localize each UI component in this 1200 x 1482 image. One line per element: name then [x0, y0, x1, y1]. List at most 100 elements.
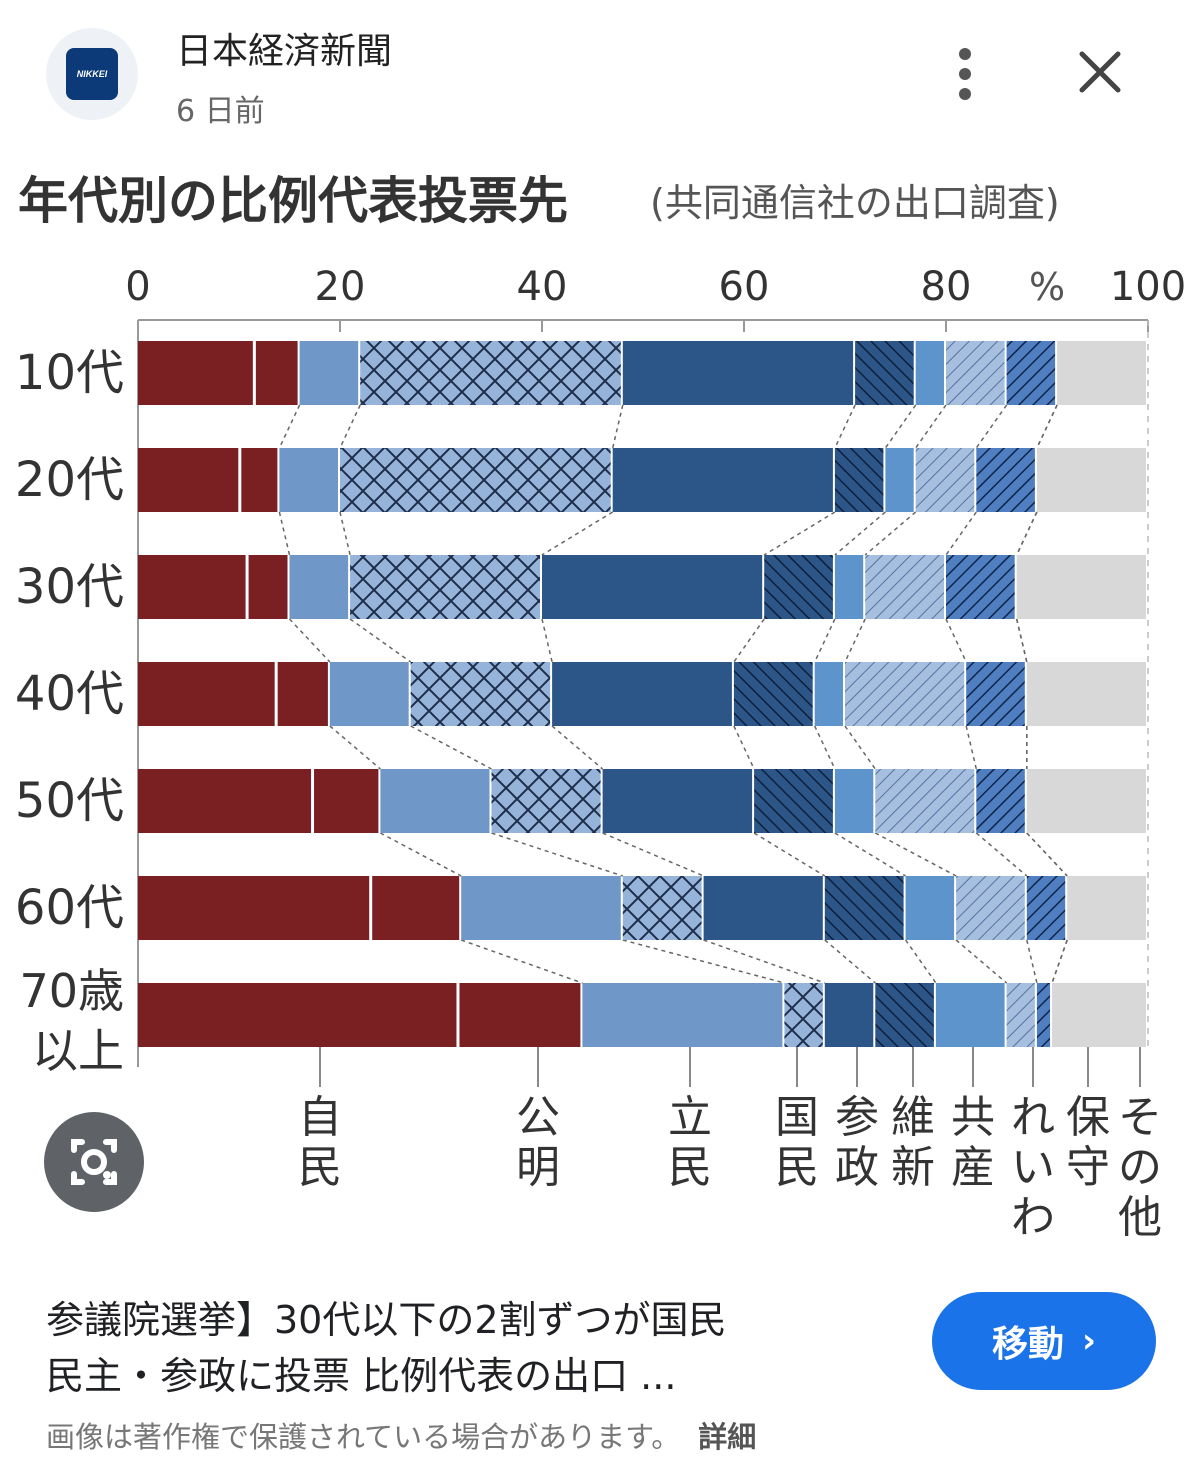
y-label: 70歳 [19, 964, 124, 1018]
connector [824, 939, 876, 984]
y-label: 10代 [15, 345, 124, 401]
party-label: 国 [775, 1092, 819, 1143]
bar-segment-国民 [824, 983, 874, 1047]
x-tick-label: 60 [719, 264, 770, 310]
bar-segment-立民 [410, 662, 551, 726]
party-label: 公 [516, 1092, 560, 1143]
chart-subtitle: (共同通信社の出口調査) [650, 181, 1060, 225]
connector [1015, 618, 1028, 663]
connector [955, 939, 1008, 984]
connector [814, 725, 836, 770]
connector [753, 832, 826, 877]
details-link[interactable]: 詳細 [698, 1420, 757, 1454]
bar-segment-公明 [289, 555, 349, 619]
bar-segment-公明 [329, 662, 409, 726]
bar-segment-その他 [1052, 983, 1146, 1047]
connector [975, 404, 1008, 449]
visit-button[interactable]: 移動 › [932, 1292, 1156, 1390]
connector [733, 618, 765, 663]
party-label: 自 [298, 1092, 342, 1143]
connector [844, 618, 866, 663]
bar-segment-立民 [491, 769, 601, 833]
connector [1026, 939, 1038, 984]
article-title[interactable]: 参議院選挙】30代以下の2割ずつが国民 民主・参政に投票 比例代表の出口 ... [46, 1292, 866, 1404]
connector [622, 939, 785, 984]
y-label: 20代 [15, 452, 124, 508]
party-label: 保 [1066, 1092, 1110, 1143]
bar-segment-れいわ [946, 555, 1015, 619]
party-label: れ [1011, 1092, 1055, 1143]
bar-segment-れいわ [1036, 983, 1051, 1047]
party-label: そ [1118, 1092, 1162, 1143]
connector [602, 832, 704, 877]
bar-segment-立民 [784, 983, 823, 1047]
bar-segment-立民 [360, 341, 621, 405]
bar-segment-公明 [380, 769, 490, 833]
connector [763, 511, 836, 556]
y-label: 40代 [15, 666, 124, 722]
connector [814, 618, 836, 663]
publisher-avatar[interactable]: NIKKEI [46, 28, 138, 120]
bar-segment-自民 [138, 983, 581, 1047]
connector [1026, 832, 1068, 877]
chart-image[interactable]: 年代別の比例代表投票先 (共同通信社の出口調査) 0 20 40 60 80 100% 1… [0, 150, 1200, 1260]
party-label: 明 [516, 1142, 560, 1193]
bar-segment-れいわ [1026, 876, 1066, 940]
bar-segment-れいわ [966, 662, 1025, 726]
bar-segment-その他 [1057, 341, 1146, 405]
connector [1036, 404, 1058, 449]
connector [1051, 939, 1068, 984]
connector [339, 511, 351, 556]
bar-segment-共産 [845, 662, 965, 726]
bar-segment-公明 [582, 983, 783, 1047]
connector [278, 404, 301, 449]
connector [288, 618, 331, 663]
bar-segment-国民 [703, 876, 823, 940]
bar-segment-その他 [1067, 876, 1146, 940]
bar-segment-れいわ [976, 448, 1035, 512]
party-label: 参 [835, 1092, 879, 1143]
connector [541, 511, 614, 556]
connector [703, 939, 826, 984]
chevron-right-icon: › [1082, 1321, 1097, 1361]
close-icon[interactable] [1074, 46, 1126, 98]
result-header: NIKKEI 日本経済新聞 6 日前 [0, 0, 1200, 150]
connector [834, 511, 886, 556]
bar-segment-参政 [764, 555, 833, 619]
bar-segment-国民 [602, 769, 753, 833]
source-name[interactable]: 日本経済新聞 [176, 31, 393, 72]
bar-segment-共産 [946, 341, 1005, 405]
connector [1051, 939, 1068, 984]
bar-segment-自民 [138, 555, 288, 619]
stacked-bar-chart: 年代別の比例代表投票先 (共同通信社の出口調査) 0 20 40 60 80 100% 1… [15, 172, 1186, 1243]
y-label: 以上 [32, 1024, 124, 1078]
bar-segment-立民 [622, 876, 702, 940]
connector [733, 725, 755, 770]
result-footer: 参議院選挙】30代以下の2割ずつが国民 民主・参政に投票 比例代表の出口 ...… [0, 1258, 1200, 1482]
x-tick-label: 100 [1110, 264, 1186, 310]
bar-segment-自民 [138, 876, 460, 940]
connector [349, 618, 412, 663]
bar-segment-維新 [885, 448, 914, 512]
bar-segment-共産 [1006, 983, 1035, 1047]
lens-search-button[interactable] [44, 1112, 144, 1212]
bar-segment-参政 [733, 662, 813, 726]
connector [410, 725, 492, 770]
bar-segment-共産 [875, 769, 975, 833]
party-label: の [1118, 1142, 1162, 1193]
more-options-icon[interactable] [944, 44, 988, 104]
x-tick-label: 0 [125, 264, 150, 310]
party-label: 民 [298, 1142, 342, 1193]
bar-segment-自民 [138, 769, 379, 833]
nikkei-logo: NIKKEI [66, 48, 118, 100]
connector [874, 832, 957, 877]
party-label: 政 [835, 1142, 879, 1193]
unit-label: % [1029, 265, 1065, 309]
bar-segment-維新 [834, 555, 864, 619]
bar-segment-立民 [350, 555, 540, 619]
bar-segment-公明 [299, 341, 359, 405]
y-label: 30代 [15, 559, 124, 615]
bar-segment-参政 [875, 983, 934, 1047]
bar-segment-参政 [754, 769, 833, 833]
